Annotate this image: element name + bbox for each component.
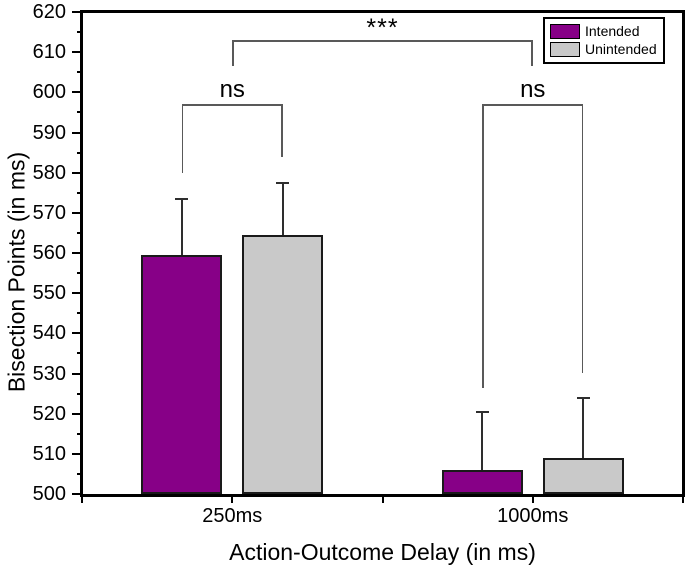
bar-intended-250ms: [141, 255, 223, 494]
y-tick: [72, 11, 82, 13]
error-bar-cap: [276, 181, 290, 184]
x-category-label: 250ms: [202, 505, 263, 527]
y-tick: [77, 111, 82, 114]
bar-unintended-1000ms: [542, 457, 624, 494]
x-category-label: 1000ms: [497, 505, 569, 527]
error-bar-line: [481, 411, 484, 470]
y-tick-label: 550: [32, 282, 66, 305]
sig-bracket-arm-right: [281, 104, 283, 157]
y-tick-label: 600: [32, 81, 66, 104]
legend-item-unintended: Unintended: [550, 41, 657, 58]
bar-intended-1000ms: [441, 469, 523, 494]
error-bar-cap: [576, 396, 590, 399]
sig-bracket-line: [181, 104, 283, 106]
y-tick: [77, 231, 82, 234]
error-bar-line: [582, 397, 585, 458]
legend-label-unintended: Unintended: [585, 41, 657, 57]
y-tick: [77, 472, 82, 475]
y-tick-label: 540: [32, 322, 66, 345]
sig-label: ns: [219, 76, 245, 104]
sig-bracket-line: [482, 104, 584, 106]
sig-label: ns: [520, 76, 546, 104]
y-tick: [72, 91, 82, 94]
y-tick: [72, 211, 82, 214]
y-tick: [77, 352, 82, 355]
error-bar-line: [281, 182, 284, 235]
y-tick: [77, 151, 82, 154]
x-axis-title: Action-Outcome Delay (in ms): [229, 539, 536, 565]
y-tick: [72, 332, 82, 335]
x-tick: [231, 494, 234, 503]
sig-label: ***: [366, 14, 399, 43]
y-tick-label: 610: [32, 41, 66, 64]
legend-swatch-unintended: [550, 42, 580, 57]
error-bar-line: [180, 198, 183, 255]
sig-bracket-line: [232, 40, 533, 42]
y-tick: [77, 31, 82, 34]
error-bar-cap: [175, 197, 189, 200]
y-tick-label: 620: [32, 1, 66, 23]
y-tick-label: 580: [32, 161, 66, 184]
x-tick: [81, 494, 83, 503]
y-axis-title: Bisection Points (in ms): [3, 151, 30, 393]
y-tick: [77, 312, 82, 315]
y-tick-label: 530: [32, 362, 66, 385]
bar-unintended-250ms: [242, 234, 324, 494]
sig-bracket-arm-left: [181, 104, 184, 173]
y-tick: [72, 131, 82, 134]
y-tick: [72, 51, 82, 54]
y-tick: [72, 452, 82, 455]
x-tick: [531, 494, 534, 503]
legend-item-intended: Intended: [550, 23, 657, 40]
legend-label-intended: Intended: [585, 23, 640, 39]
y-tick: [77, 392, 82, 395]
y-tick: [72, 171, 82, 174]
x-tick: [682, 494, 684, 503]
y-tick-label: 520: [32, 402, 66, 425]
y-tick-label: 590: [32, 121, 66, 144]
legend: Intended Unintended: [543, 17, 665, 64]
y-tick-label: 560: [32, 242, 66, 264]
y-tick: [77, 71, 82, 74]
y-tick: [72, 493, 82, 495]
y-tick-label: 500: [32, 483, 66, 505]
sig-bracket-arm-right: [531, 40, 533, 67]
y-tick: [77, 191, 82, 194]
sig-bracket-arm-left: [232, 40, 234, 67]
y-tick: [77, 272, 82, 275]
error-bar-cap: [475, 410, 489, 413]
legend-swatch-intended: [550, 24, 580, 39]
y-tick: [72, 372, 82, 375]
y-tick: [72, 412, 82, 415]
sig-bracket-arm-left: [482, 104, 484, 388]
y-tick-label: 570: [32, 201, 66, 224]
x-tick: [381, 494, 384, 503]
y-tick: [72, 252, 82, 254]
y-tick: [72, 292, 82, 295]
y-tick-label: 510: [32, 442, 66, 465]
y-tick: [77, 432, 82, 435]
sig-bracket-arm-right: [581, 104, 584, 374]
